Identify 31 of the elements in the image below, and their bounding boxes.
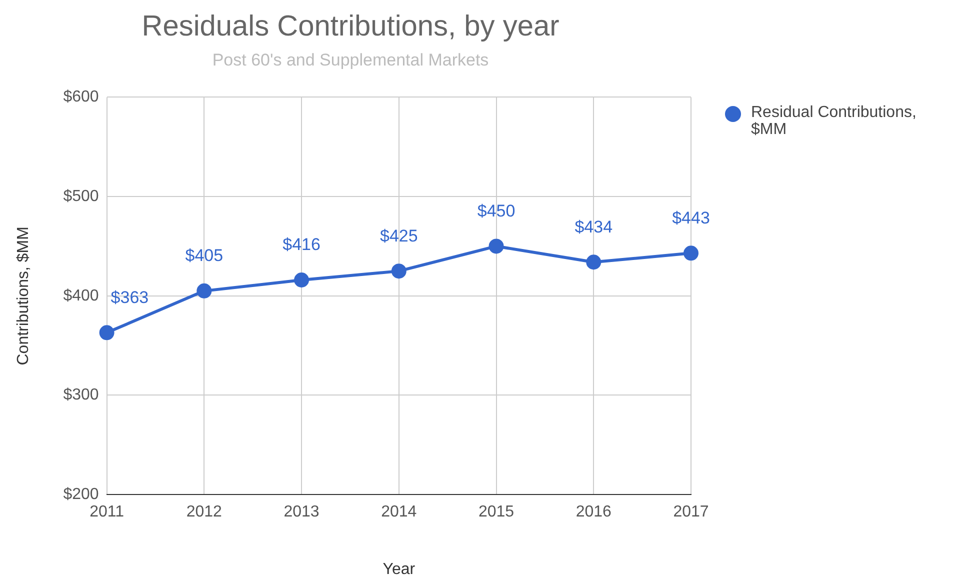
- data-label: $443: [672, 208, 710, 228]
- data-label: $363: [110, 288, 149, 307]
- point: [391, 264, 406, 279]
- y-tick-label: $600: [63, 88, 99, 106]
- x-tick-label: 2014: [381, 504, 417, 521]
- point: [488, 238, 504, 254]
- x-tick-label: 2017: [673, 504, 709, 521]
- y-axis-title: Contributions, $MM: [15, 226, 32, 366]
- y-tick-label: $300: [63, 386, 99, 404]
- data-label: $405: [185, 246, 224, 266]
- chart-title: Residuals Contributions, by year: [142, 10, 560, 42]
- data-label: $434: [574, 217, 613, 236]
- x-tick-label: 2016: [576, 504, 612, 521]
- x-tick-label: 2011: [90, 504, 124, 521]
- x-tick-label: 2012: [186, 504, 222, 521]
- x-tick-label: 2013: [284, 504, 320, 521]
- point: [586, 254, 602, 270]
- point: [684, 246, 698, 261]
- y-tick-label: $500: [63, 188, 99, 205]
- x-axis-title: Year: [382, 560, 416, 578]
- y-tick-label: $400: [63, 287, 99, 304]
- chart-subtitle: Post 60's and Supplemental Markets: [212, 50, 489, 70]
- point: [196, 283, 212, 298]
- data-label: $416: [282, 235, 320, 254]
- data-label: $425: [380, 226, 418, 246]
- legend-label: Residual Contributions, $MM: [751, 104, 918, 138]
- x-tick-label: 2015: [478, 504, 514, 521]
- point: [99, 325, 114, 340]
- point: [294, 272, 310, 288]
- y-tick-label: $200: [63, 486, 99, 504]
- data-label: $450: [477, 201, 516, 220]
